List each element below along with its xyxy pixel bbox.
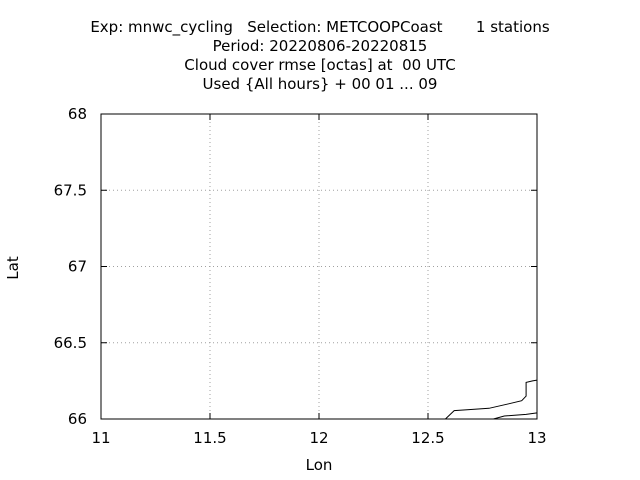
- chart-title-line-1: Exp: mnwc_cycling Selection: METCOOPCoas…: [90, 18, 550, 36]
- y-tick-label: 66.5: [54, 334, 87, 352]
- y-tick-label: 66: [68, 410, 87, 428]
- y-tick-label: 67.5: [54, 181, 87, 199]
- grid: [101, 114, 537, 419]
- x-tick-label: 11: [91, 429, 110, 447]
- chart-title-line-2: Period: 20220806-20220815: [212, 37, 428, 55]
- coastline-line: [445, 379, 538, 420]
- x-axis-label: Lon: [306, 456, 333, 474]
- x-tick-label: 11.5: [193, 429, 226, 447]
- ticks: 11 11.5 12 12.5 13 66 66.5 67 67.5 68: [54, 105, 547, 447]
- chart-title-line-3: Cloud cover rmse [octas] at 00 UTC: [184, 56, 456, 74]
- x-tick-label: 12: [309, 429, 328, 447]
- y-tick-label: 67: [68, 258, 87, 276]
- x-tick-label: 13: [527, 429, 546, 447]
- coastline-series: [445, 379, 538, 420]
- y-axis-label: Lat: [4, 256, 22, 280]
- y-tick-label: 68: [68, 105, 87, 123]
- coastline-line: [493, 412, 538, 420]
- chart-title-line-4: Used {All hours} + 00 01 ... 09: [202, 75, 438, 93]
- x-tick-label: 12.5: [411, 429, 444, 447]
